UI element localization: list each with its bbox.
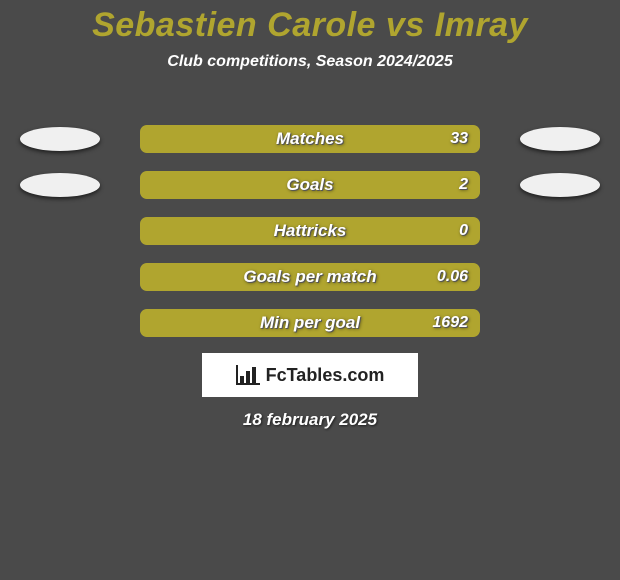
player-placeholder-right — [520, 127, 600, 151]
metric-bar — [140, 217, 480, 245]
metric-bar — [140, 309, 480, 337]
player-placeholder-right — [520, 173, 600, 197]
logo-text: FcTables.com — [266, 365, 385, 386]
metric-row: Min per goal1692 — [0, 300, 620, 346]
metric-bar-fill — [140, 125, 480, 153]
metric-bar-fill — [140, 309, 480, 337]
logo-box: FcTables.com — [202, 353, 418, 397]
metric-bar-fill — [140, 171, 480, 199]
barchart-icon — [236, 365, 260, 385]
metric-row: Goals2 — [0, 162, 620, 208]
subtitle: Club competitions, Season 2024/2025 — [0, 53, 620, 71]
metric-bar-fill — [140, 263, 480, 291]
page-title: Sebastien Carole vs Imray — [0, 0, 620, 45]
metric-row: Matches33 — [0, 116, 620, 162]
date-text: 18 february 2025 — [0, 410, 620, 430]
comparison-infographic: Sebastien Carole vs Imray Club competiti… — [0, 0, 620, 580]
metric-bar — [140, 263, 480, 291]
player-placeholder-left — [20, 127, 100, 151]
metric-row: Hattricks0 — [0, 208, 620, 254]
metric-bar — [140, 171, 480, 199]
metric-bar-fill — [140, 217, 480, 245]
player-placeholder-left — [20, 173, 100, 197]
metric-bar — [140, 125, 480, 153]
metric-row: Goals per match0.06 — [0, 254, 620, 300]
